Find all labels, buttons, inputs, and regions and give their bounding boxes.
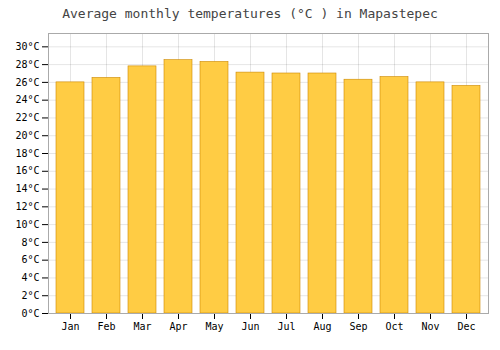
svg-text:Aug: Aug — [313, 321, 331, 332]
svg-text:Nov: Nov — [421, 321, 439, 332]
svg-text:28°C: 28°C — [15, 59, 39, 70]
svg-text:0°C: 0°C — [21, 308, 39, 319]
svg-text:Jan: Jan — [61, 321, 79, 332]
svg-text:14°C: 14°C — [15, 183, 39, 194]
svg-text:18°C: 18°C — [15, 148, 39, 159]
svg-text:Oct: Oct — [385, 321, 403, 332]
svg-text:22°C: 22°C — [15, 112, 39, 123]
svg-text:8°C: 8°C — [21, 237, 39, 248]
svg-text:10°C: 10°C — [15, 219, 39, 230]
svg-text:Jun: Jun — [241, 321, 259, 332]
svg-text:4°C: 4°C — [21, 272, 39, 283]
svg-text:Feb: Feb — [97, 321, 115, 332]
svg-text:6°C: 6°C — [21, 254, 39, 265]
svg-text:12°C: 12°C — [15, 201, 39, 212]
svg-text:20°C: 20°C — [15, 130, 39, 141]
svg-text:16°C: 16°C — [15, 165, 39, 176]
svg-text:Mar: Mar — [133, 321, 151, 332]
svg-text:2°C: 2°C — [21, 290, 39, 301]
svg-text:Sep: Sep — [349, 321, 367, 332]
svg-text:Jul: Jul — [277, 321, 295, 332]
svg-text:Dec: Dec — [457, 321, 475, 332]
svg-text:26°C: 26°C — [15, 77, 39, 88]
svg-text:Apr: Apr — [169, 321, 187, 332]
svg-text:24°C: 24°C — [15, 94, 39, 105]
html-text:Average monthly temperatures (: Average monthly temperatures (°C ) in Ma… — [62, 6, 438, 21]
svg-text:30°C: 30°C — [15, 41, 39, 52]
svg-text:May: May — [205, 321, 223, 332]
